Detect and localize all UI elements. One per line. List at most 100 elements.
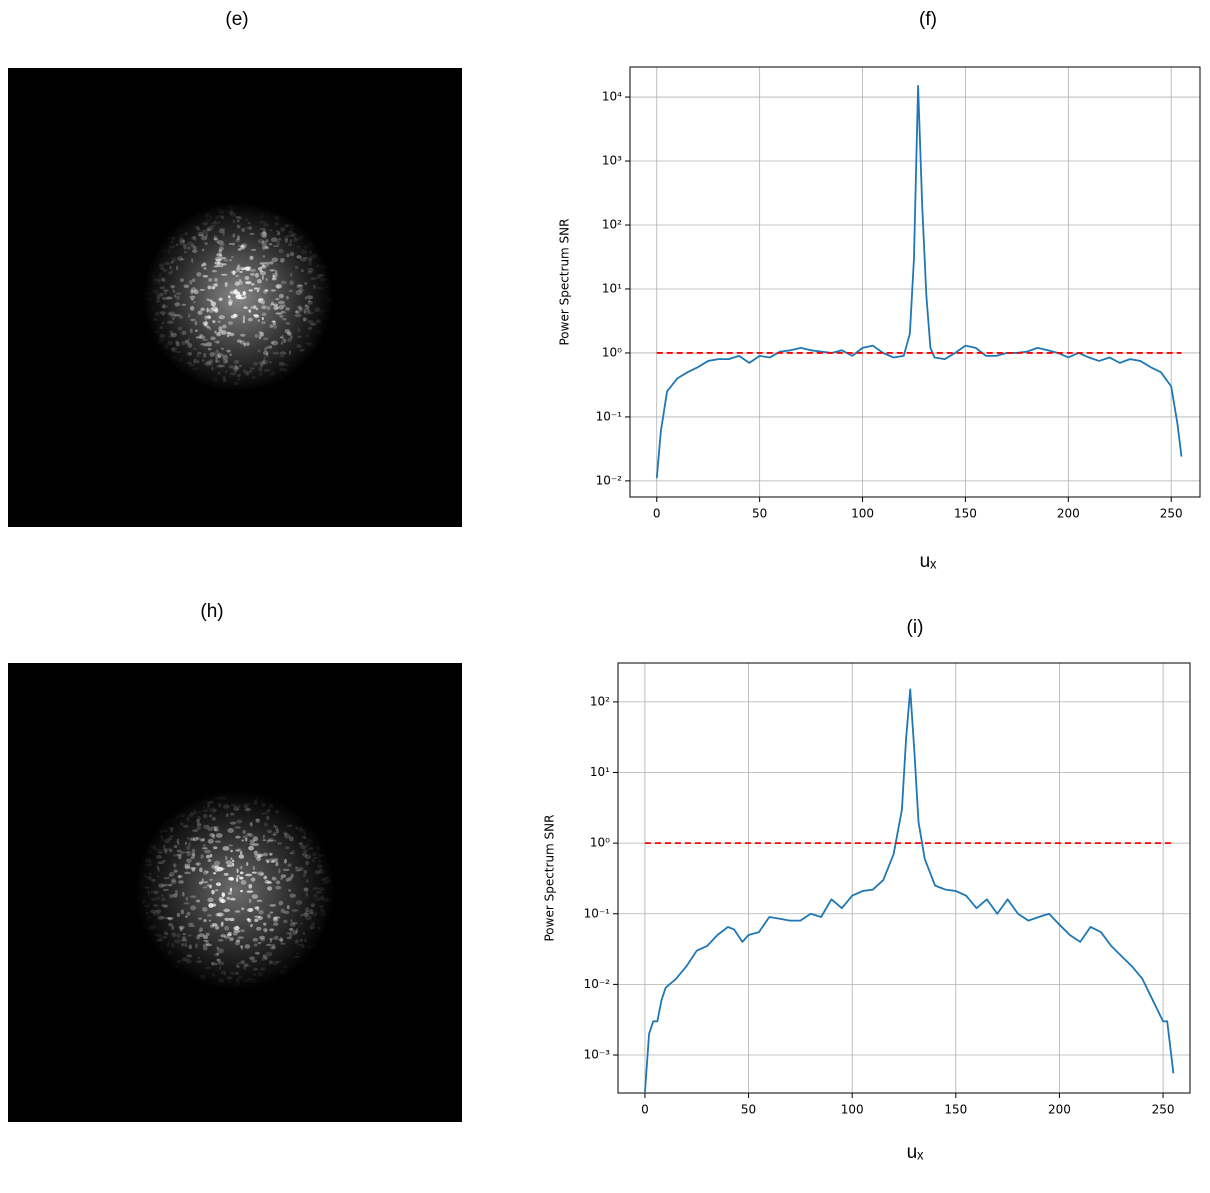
speckle <box>188 944 193 950</box>
speckle <box>220 347 225 350</box>
speckle <box>166 320 174 324</box>
speckle <box>217 320 221 323</box>
speckle <box>190 244 196 248</box>
speckle <box>186 836 190 840</box>
speckle <box>178 236 184 240</box>
speckle <box>210 336 216 341</box>
speckle <box>193 359 196 364</box>
speckle <box>295 817 298 819</box>
speckle <box>271 257 279 263</box>
speckle <box>203 267 207 270</box>
speckle <box>233 381 239 386</box>
speckle <box>221 795 227 801</box>
speckle <box>257 941 262 945</box>
y-tick-label: 10⁴ <box>602 90 622 104</box>
speckle <box>162 269 168 272</box>
speckle <box>262 255 266 258</box>
speckle <box>239 876 244 880</box>
speckle <box>154 933 162 937</box>
speckle <box>232 859 235 863</box>
speckle <box>203 352 207 358</box>
speckle <box>196 823 202 827</box>
speckle <box>172 317 175 321</box>
y-tick-label: 10⁻² <box>596 473 623 487</box>
speckle <box>217 866 224 872</box>
speckle <box>179 822 184 826</box>
speckle <box>300 234 305 239</box>
speckle <box>209 327 212 331</box>
speckle <box>158 883 164 888</box>
speckle <box>158 851 163 854</box>
speckle <box>180 813 185 818</box>
speckle <box>255 818 260 824</box>
speckle <box>214 360 221 363</box>
speckle <box>316 286 324 290</box>
speckle <box>170 313 177 319</box>
speckle <box>280 874 287 878</box>
speckle <box>296 952 299 955</box>
speckle <box>204 361 211 366</box>
speckle <box>291 921 299 925</box>
speckle <box>157 937 164 942</box>
speckle <box>209 215 212 219</box>
speckle <box>289 251 295 257</box>
speckle <box>241 960 245 964</box>
speckle <box>304 245 308 249</box>
speckle <box>314 897 322 902</box>
speckle <box>206 226 214 231</box>
speckle <box>272 824 277 828</box>
speckle <box>308 255 314 261</box>
speckle <box>261 797 265 800</box>
speckle <box>174 965 180 968</box>
speckle <box>236 219 240 223</box>
speckle <box>206 806 211 810</box>
speckle <box>153 278 157 281</box>
y-tick-label: 10² <box>602 218 622 232</box>
speckle <box>203 343 207 347</box>
speckle <box>288 224 294 228</box>
speckle <box>280 227 286 232</box>
speckle <box>224 971 227 976</box>
speckle <box>235 386 239 390</box>
speckle <box>142 899 146 904</box>
speckle <box>260 872 264 876</box>
speckle <box>197 956 201 960</box>
speckle <box>276 229 279 233</box>
x-axis-label: uₓ <box>907 1142 925 1163</box>
speckle <box>226 349 231 353</box>
speckle <box>181 303 187 306</box>
speckle <box>202 262 207 267</box>
speckle <box>284 832 288 836</box>
speckle <box>236 808 240 811</box>
speckle <box>191 258 194 263</box>
speckle <box>250 283 255 286</box>
speckle <box>162 829 168 833</box>
speckle <box>262 337 269 341</box>
speckle <box>309 311 314 315</box>
speckle <box>235 267 240 272</box>
speckle <box>263 289 268 294</box>
x-tick-label: 100 <box>841 1103 864 1117</box>
speckle <box>302 912 309 917</box>
speckle <box>229 812 235 816</box>
speckle <box>206 884 213 887</box>
speckle <box>167 248 171 254</box>
speckle <box>289 851 293 855</box>
speckle <box>269 911 274 914</box>
speckle <box>268 345 273 349</box>
speckle <box>254 906 260 910</box>
speckle <box>258 349 261 353</box>
speckle <box>319 907 324 913</box>
speckle <box>285 224 290 228</box>
speckle <box>257 972 263 977</box>
speckle <box>164 343 169 348</box>
speckle <box>180 227 182 231</box>
speckle <box>157 875 160 878</box>
speckle <box>229 353 232 357</box>
speckle <box>242 319 246 324</box>
speckle <box>230 803 237 807</box>
speckle <box>200 307 205 312</box>
speckle <box>254 918 259 923</box>
speckle <box>180 938 188 942</box>
speckle <box>296 958 302 963</box>
